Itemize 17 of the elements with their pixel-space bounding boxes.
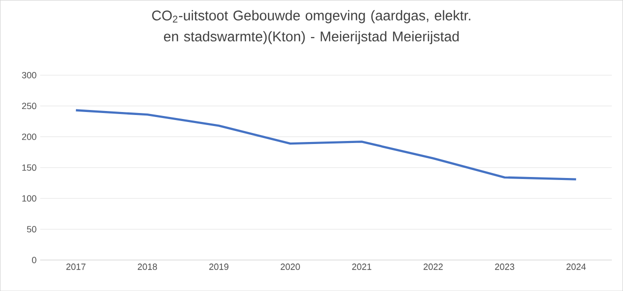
y-tick-label: 150 (22, 164, 36, 171)
x-tick-label: 2017 (66, 263, 86, 270)
y-tick-label: 200 (22, 133, 36, 140)
y-tick-label: 250 (22, 102, 36, 110)
line-series (74, 109, 578, 180)
chart-title: CO$_{2}$-uitstoot Gebouwde omgeving (aardgas, elektr. en stadswarmte)(Kton) - Meierijstad Meierijstad (152, 10, 470, 44)
y-tick-label: 100 (22, 195, 36, 202)
x-tick-label: 2022 (424, 263, 443, 270)
x-tick-label: 2024 (566, 263, 586, 270)
x-tick-label: 2018 (138, 263, 157, 270)
x-tick-label: 2020 (280, 263, 300, 270)
y-tick-label: 300 (22, 72, 36, 78)
y-tick-label: 50 (27, 226, 36, 232)
x-tick-label: 2023 (495, 263, 514, 270)
y-tick-label: 0 (32, 256, 36, 264)
x-tick-label: 2019 (209, 263, 228, 270)
x-tick-label: 2021 (352, 263, 372, 270)
